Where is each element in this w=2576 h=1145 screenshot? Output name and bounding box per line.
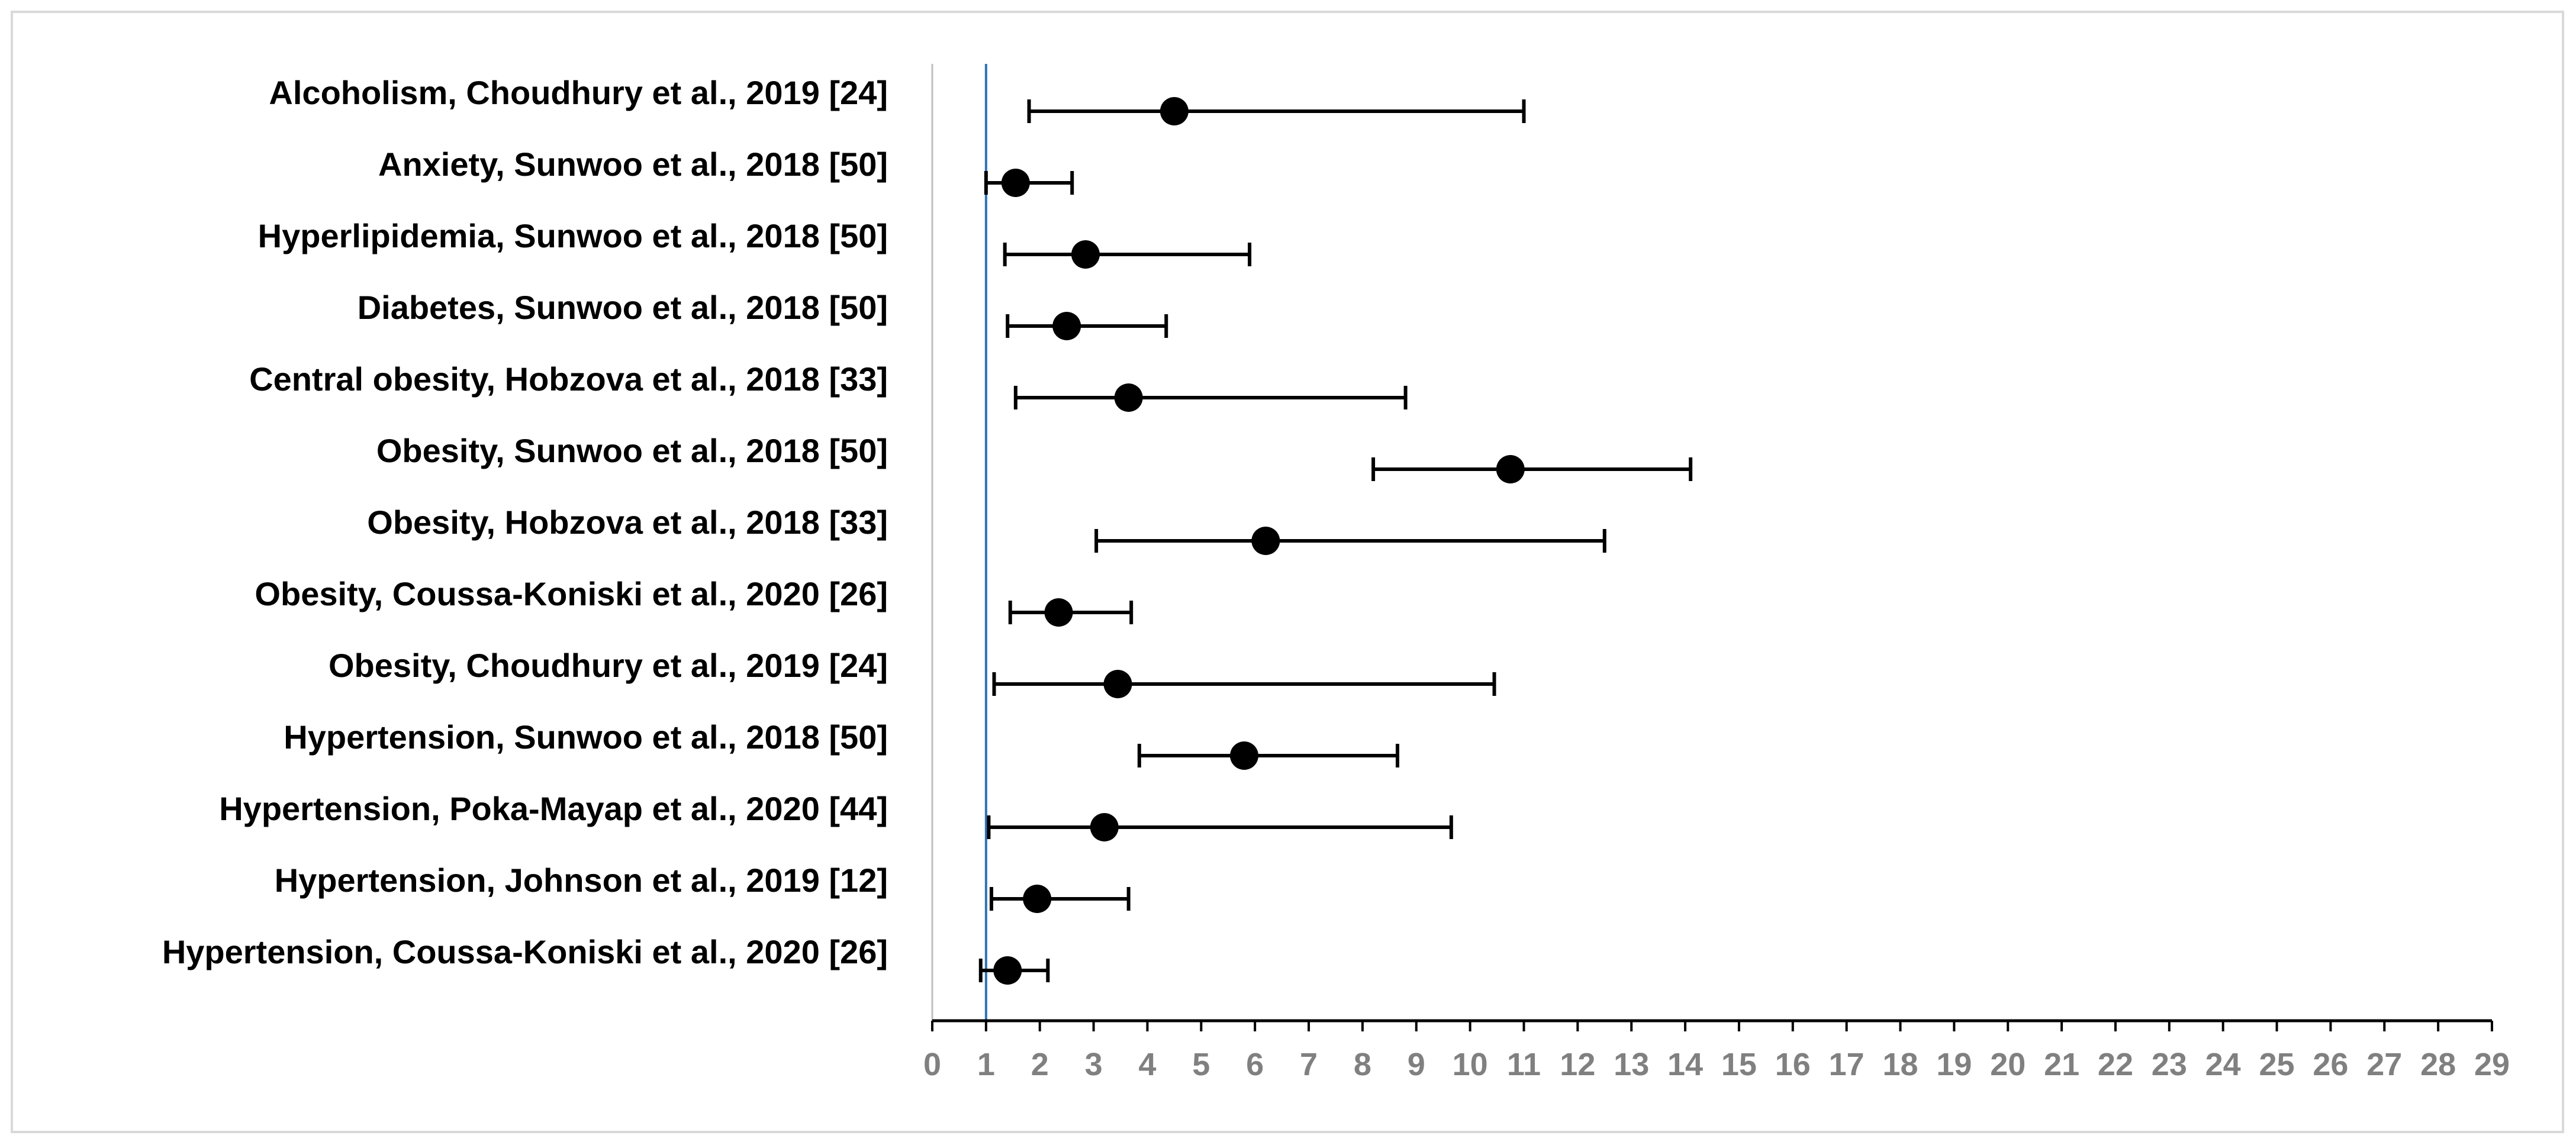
row-label: Hypertension, Sunwoo et al., 2018 [50] bbox=[284, 718, 888, 756]
row-label: Hyperlipidemia, Sunwoo et al., 2018 [50] bbox=[258, 217, 888, 254]
point-estimate bbox=[1090, 813, 1119, 841]
estimate-row bbox=[1027, 97, 1526, 125]
x-tick-label: 21 bbox=[2044, 1047, 2079, 1082]
x-tick-label: 26 bbox=[2313, 1047, 2348, 1082]
point-estimate bbox=[1044, 598, 1073, 627]
x-tick-label: 23 bbox=[2152, 1047, 2187, 1082]
x-tick-label: 13 bbox=[1614, 1047, 1649, 1082]
row-label: Obesity, Hobzova et al., 2018 [33] bbox=[367, 504, 888, 541]
point-estimate bbox=[993, 956, 1022, 985]
chart-frame bbox=[11, 11, 2564, 1133]
point-estimate bbox=[1071, 240, 1100, 269]
estimate-row bbox=[1008, 598, 1134, 627]
x-tick-label: 27 bbox=[2366, 1047, 2402, 1082]
row-label: Hypertension, Coussa-Koniski et al., 202… bbox=[162, 933, 888, 970]
estimate-row bbox=[1371, 455, 1693, 483]
x-tick-label: 15 bbox=[1721, 1047, 1757, 1082]
x-tick-label: 6 bbox=[1246, 1047, 1264, 1082]
estimate-row bbox=[1006, 312, 1168, 340]
x-tick-label: 2 bbox=[1031, 1047, 1049, 1082]
x-tick-label: 12 bbox=[1560, 1047, 1595, 1082]
row-label: Hypertension, Poka-Mayap et al., 2020 [4… bbox=[219, 790, 888, 827]
x-tick-label: 22 bbox=[2098, 1047, 2133, 1082]
point-estimate bbox=[1103, 670, 1132, 698]
estimate-rows bbox=[978, 97, 1693, 985]
x-tick-label: 14 bbox=[1667, 1047, 1703, 1082]
row-label: Central obesity, Hobzova et al., 2018 [3… bbox=[249, 360, 888, 398]
x-tick-label: 10 bbox=[1453, 1047, 1488, 1082]
row-label: Diabetes, Sunwoo et al., 2018 [50] bbox=[358, 289, 888, 326]
row-labels: Alcoholism, Choudhury et al., 2019 [24] A… bbox=[162, 74, 888, 970]
estimate-row bbox=[984, 169, 1074, 197]
row-label: Obesity, Sunwoo et al., 2018 [50] bbox=[376, 432, 888, 469]
estimate-row bbox=[1094, 527, 1606, 555]
point-estimate bbox=[1230, 741, 1258, 770]
x-tick-label: 17 bbox=[1829, 1047, 1865, 1082]
x-tick-label: 19 bbox=[1936, 1047, 1972, 1082]
point-estimate bbox=[1052, 312, 1081, 340]
x-tick-label: 25 bbox=[2259, 1047, 2295, 1082]
x-tick-label: 5 bbox=[1192, 1047, 1210, 1082]
point-estimate bbox=[1114, 383, 1143, 412]
point-estimate bbox=[1160, 97, 1189, 125]
x-tick-label: 28 bbox=[2420, 1047, 2456, 1082]
estimate-row bbox=[989, 885, 1131, 913]
estimate-row bbox=[987, 813, 1453, 841]
estimate-row bbox=[1003, 240, 1252, 269]
estimate-row bbox=[978, 956, 1050, 985]
row-label: Anxiety, Sunwoo et al., 2018 [50] bbox=[378, 146, 888, 183]
x-tick-label: 9 bbox=[1408, 1047, 1425, 1082]
row-label: Alcoholism, Choudhury et al., 2019 [24] bbox=[269, 74, 888, 111]
row-label: Obesity, Choudhury et al., 2019 [24] bbox=[329, 647, 888, 684]
x-tick-label: 1 bbox=[977, 1047, 995, 1082]
estimate-row bbox=[1013, 383, 1408, 412]
point-estimate bbox=[1496, 455, 1525, 483]
x-tick-label: 16 bbox=[1775, 1047, 1811, 1082]
row-label: Obesity, Coussa-Koniski et al., 2020 [26… bbox=[255, 575, 888, 612]
x-tick-label: 8 bbox=[1354, 1047, 1371, 1082]
x-ticks: 0 1 2 3 4 5 6 7 8 9 10 11 12 13 14 15 16 17 18 19 20 21 22 23 24… bbox=[923, 1021, 2510, 1082]
x-tick-label: 0 bbox=[923, 1047, 941, 1082]
x-tick-label: 3 bbox=[1085, 1047, 1103, 1082]
x-tick-label: 20 bbox=[1990, 1047, 2026, 1082]
point-estimate bbox=[1251, 527, 1280, 555]
x-tick-label: 24 bbox=[2205, 1047, 2241, 1082]
row-label: Hypertension, Johnson et al., 2019 [12] bbox=[275, 862, 888, 899]
x-tick-label: 7 bbox=[1300, 1047, 1318, 1082]
x-tick-label: 18 bbox=[1882, 1047, 1918, 1082]
x-tick-label: 4 bbox=[1138, 1047, 1156, 1082]
estimate-row bbox=[1137, 741, 1399, 770]
x-tick-label: 11 bbox=[1507, 1047, 1541, 1082]
estimate-row bbox=[992, 670, 1496, 698]
x-tick-label: 29 bbox=[2474, 1047, 2510, 1082]
point-estimate bbox=[1023, 885, 1052, 913]
point-estimate bbox=[1001, 169, 1030, 197]
